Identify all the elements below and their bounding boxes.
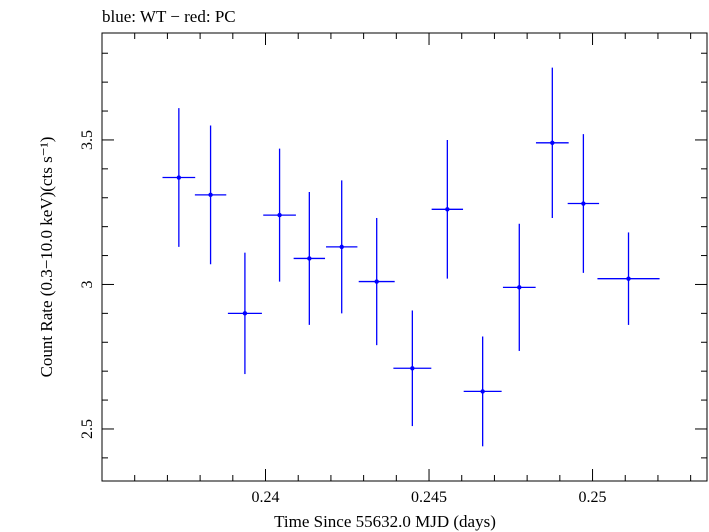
y-tick-label: 2.5 bbox=[79, 419, 96, 439]
y-tick-label: 3 bbox=[79, 280, 96, 288]
data-marker bbox=[517, 285, 522, 290]
data-point bbox=[502, 223, 536, 351]
x-tick-label: 0.24 bbox=[252, 489, 280, 506]
data-point bbox=[358, 217, 395, 346]
plot-frame bbox=[101, 32, 708, 482]
data-point bbox=[431, 139, 464, 279]
data-marker bbox=[480, 389, 485, 394]
data-point bbox=[162, 108, 196, 247]
data-series bbox=[162, 67, 660, 447]
data-point bbox=[535, 67, 569, 218]
axis-ticks bbox=[102, 33, 707, 481]
y-tick-labels: 2.5 3 3.5 bbox=[79, 130, 96, 439]
chart-title: blue: WT − red: PC bbox=[102, 7, 236, 26]
data-marker bbox=[410, 366, 415, 371]
y-axis-label: Count Rate (0.3−10.0 keV)(cts s⁻¹) bbox=[37, 137, 56, 378]
data-marker bbox=[626, 276, 631, 281]
data-point bbox=[463, 336, 502, 447]
data-marker bbox=[339, 244, 344, 250]
data-marker bbox=[277, 212, 282, 218]
data-marker bbox=[445, 207, 450, 212]
data-marker bbox=[176, 175, 182, 180]
data-point bbox=[263, 148, 296, 282]
data-marker bbox=[550, 140, 555, 146]
data-marker bbox=[374, 279, 379, 284]
data-point bbox=[393, 310, 432, 427]
x-tick-label: 0.25 bbox=[579, 489, 607, 506]
data-marker bbox=[307, 256, 312, 261]
data-marker bbox=[242, 311, 248, 316]
data-point bbox=[293, 191, 326, 325]
data-point bbox=[326, 180, 358, 314]
data-marker bbox=[208, 192, 213, 198]
x-tick-label: 0.245 bbox=[411, 489, 447, 506]
data-point bbox=[567, 134, 600, 273]
data-marker bbox=[581, 201, 586, 206]
y-tick-label: 3.5 bbox=[79, 130, 96, 150]
data-point bbox=[227, 252, 262, 375]
data-point bbox=[597, 232, 660, 325]
data-point bbox=[194, 125, 227, 265]
x-tick-labels: 0.24 0.245 0.25 bbox=[252, 489, 607, 506]
x-axis-label: Time Since 55632.0 MJD (days) bbox=[274, 512, 496, 531]
